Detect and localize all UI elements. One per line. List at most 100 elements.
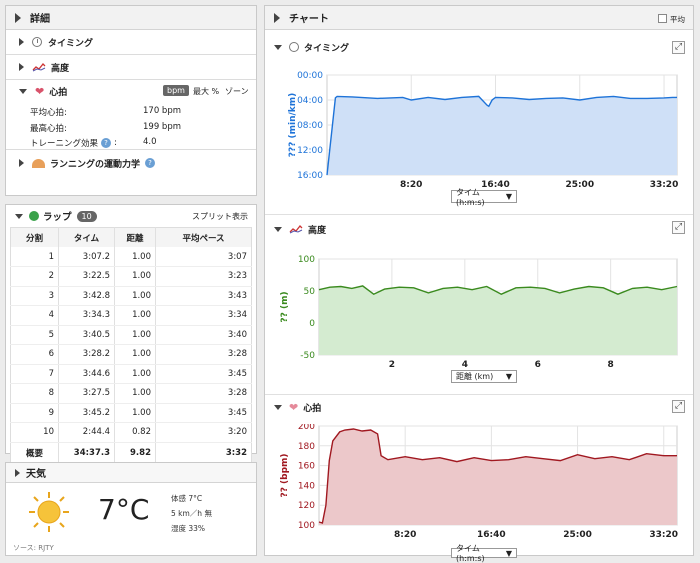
temperature: 7°C (98, 493, 150, 526)
max-hr-label: 最高心拍: (30, 124, 67, 134)
y-tick-label: 0 (309, 319, 315, 329)
summary-row: 概要 34:37.3 9.82 3:32 (10, 442, 252, 464)
help-icon[interactable]: ? (101, 138, 112, 148)
col-header[interactable]: タイム (58, 227, 115, 247)
elevation-icon (32, 63, 46, 72)
table-row[interactable]: 6 3:28.2 1.00 3:28 (10, 344, 252, 365)
lap-distance: 1.00 (114, 325, 156, 345)
collapse-arrow-icon[interactable] (274, 226, 282, 232)
lap-number: 8 (10, 383, 59, 404)
lap-time: 3:28.2 (58, 344, 115, 365)
collapse-arrow-icon[interactable] (274, 12, 280, 23)
running-dynamics-icon (32, 158, 45, 168)
lap-time: 3:27.5 (58, 383, 115, 404)
elevation-chart-title: 高度 (308, 225, 327, 236)
section-timing[interactable]: タイミング (6, 30, 256, 55)
unit-zone-tab[interactable]: ゾーン (225, 87, 249, 96)
charts-title: チャート (289, 14, 329, 25)
summary-distance: 9.82 (114, 442, 156, 464)
table-row[interactable]: 10 2:44.4 0.82 3:20 (10, 422, 252, 443)
heart-icon: ❤ (289, 400, 299, 414)
expand-arrow-icon[interactable] (15, 468, 20, 477)
x-axis-select-label: 距離 (km) (456, 372, 494, 381)
y-tick-label: 120 (298, 501, 315, 511)
expand-chart-button[interactable]: ⤢ (672, 41, 685, 54)
heart-rate-chart-title: 心拍 (303, 403, 322, 414)
clock-icon (32, 37, 42, 47)
x-axis-select[interactable]: 距離 (km) ▼ (451, 370, 517, 383)
section-elevation[interactable]: 高度 (6, 55, 256, 80)
section-running-dynamics[interactable]: ランニングの運動力学 ? (6, 150, 256, 176)
collapse-arrow-icon[interactable] (274, 404, 282, 410)
sun-icon (29, 492, 69, 532)
elevation-icon (289, 225, 303, 234)
y-tick-label: -50 (300, 351, 315, 361)
lap-pace: 3:28 (155, 383, 252, 404)
collapse-arrow-icon[interactable] (15, 12, 21, 23)
table-row[interactable]: 1 3:07.2 1.00 3:07 (10, 247, 252, 267)
lap-time: 3:34.3 (58, 305, 115, 326)
lap-distance: 1.00 (114, 344, 156, 365)
refresh-icon (29, 211, 39, 221)
laps-panel: ラップ 10 スプリット表示 分割 タイム 距離 平均ペース 1 3:07.2 1.… (5, 204, 257, 465)
elevation-chart-header: 高度 (265, 218, 693, 240)
unit-pct-max-tab[interactable]: 最大 % (193, 87, 220, 96)
lap-number: 2 (10, 266, 59, 287)
x-tick-label: 16:40 (477, 530, 506, 540)
table-row[interactable]: 9 3:45.2 1.00 3:45 (10, 403, 252, 423)
x-tick-label: 6 (535, 360, 541, 370)
collapse-arrow-icon[interactable] (274, 44, 282, 50)
x-axis-select[interactable]: タイム (h:m:s) ▼ (451, 544, 517, 563)
series-area (319, 429, 677, 525)
lap-pace: 3:07 (155, 247, 252, 267)
collapse-arrow-icon[interactable] (19, 88, 27, 94)
x-axis-select[interactable]: タイム (h:m:s) ▼ (451, 188, 517, 207)
charts-header[interactable]: チャート 平均 (265, 6, 693, 30)
expand-arrow-icon[interactable] (19, 38, 24, 46)
x-tick-label: 8:20 (394, 530, 416, 540)
average-checkbox[interactable] (658, 14, 667, 23)
lap-number: 6 (10, 344, 59, 365)
lap-number: 3 (10, 286, 59, 306)
timing-label: タイミング (48, 38, 94, 49)
split-view-link[interactable]: スプリット表示 (192, 212, 248, 221)
help-icon[interactable]: ? (145, 158, 156, 168)
expand-chart-button[interactable]: ⤢ (672, 221, 685, 234)
weather-header[interactable]: 天気 (6, 463, 256, 483)
table-row[interactable]: 8 3:27.5 1.00 3:28 (10, 383, 252, 404)
summary-pace: 3:32 (155, 442, 252, 464)
table-row[interactable]: 7 3:44.6 1.00 3:45 (10, 364, 252, 384)
x-tick-label: 25:00 (563, 530, 592, 540)
training-effect-colon: : (114, 138, 117, 148)
col-header[interactable]: 分割 (10, 227, 59, 247)
table-row[interactable]: 2 3:22.5 1.00 3:23 (10, 266, 252, 287)
y-tick-label: 140 (298, 481, 315, 491)
lap-distance: 1.00 (114, 305, 156, 326)
weather-source: ソース: RJTY (13, 544, 54, 552)
running-dynamics-label: ランニングの運動力学 (50, 159, 141, 170)
details-title: 詳細 (30, 14, 50, 25)
laps-title: ラップ (43, 212, 72, 223)
expand-arrow-icon[interactable] (19, 159, 24, 167)
table-row[interactable]: 4 3:34.3 1.00 3:34 (10, 305, 252, 326)
summary-time: 34:37.3 (58, 442, 115, 464)
lap-pace: 3:40 (155, 325, 252, 345)
y-tick-label: 08:00 (297, 121, 323, 131)
collapse-arrow-icon[interactable] (15, 213, 23, 219)
lap-pace: 3:45 (155, 364, 252, 384)
expand-arrow-icon[interactable] (19, 63, 24, 71)
x-tick-label: 33:20 (649, 530, 678, 540)
summary-label: 概要 (10, 442, 59, 464)
col-header[interactable]: 平均ペース (182, 233, 225, 244)
heart-rate-chart: 200 180 160 140 120 100 8:20 16:40 25:00 33:20 ?? … (280, 424, 678, 540)
table-row[interactable]: 3 3:42.8 1.00 3:43 (10, 286, 252, 306)
details-header[interactable]: 詳細 (6, 6, 256, 30)
expand-chart-button[interactable]: ⤢ (672, 400, 685, 413)
x-tick-label: 2 (389, 360, 395, 370)
y-tick-label: 100 (298, 521, 315, 531)
table-row[interactable]: 5 3:40.5 1.00 3:40 (10, 325, 252, 345)
unit-bpm-tab[interactable]: bpm (163, 85, 189, 96)
y-axis-label: ??? (min/km) (288, 93, 298, 158)
lap-distance: 1.00 (114, 266, 156, 287)
col-header[interactable]: 距離 (114, 227, 156, 247)
